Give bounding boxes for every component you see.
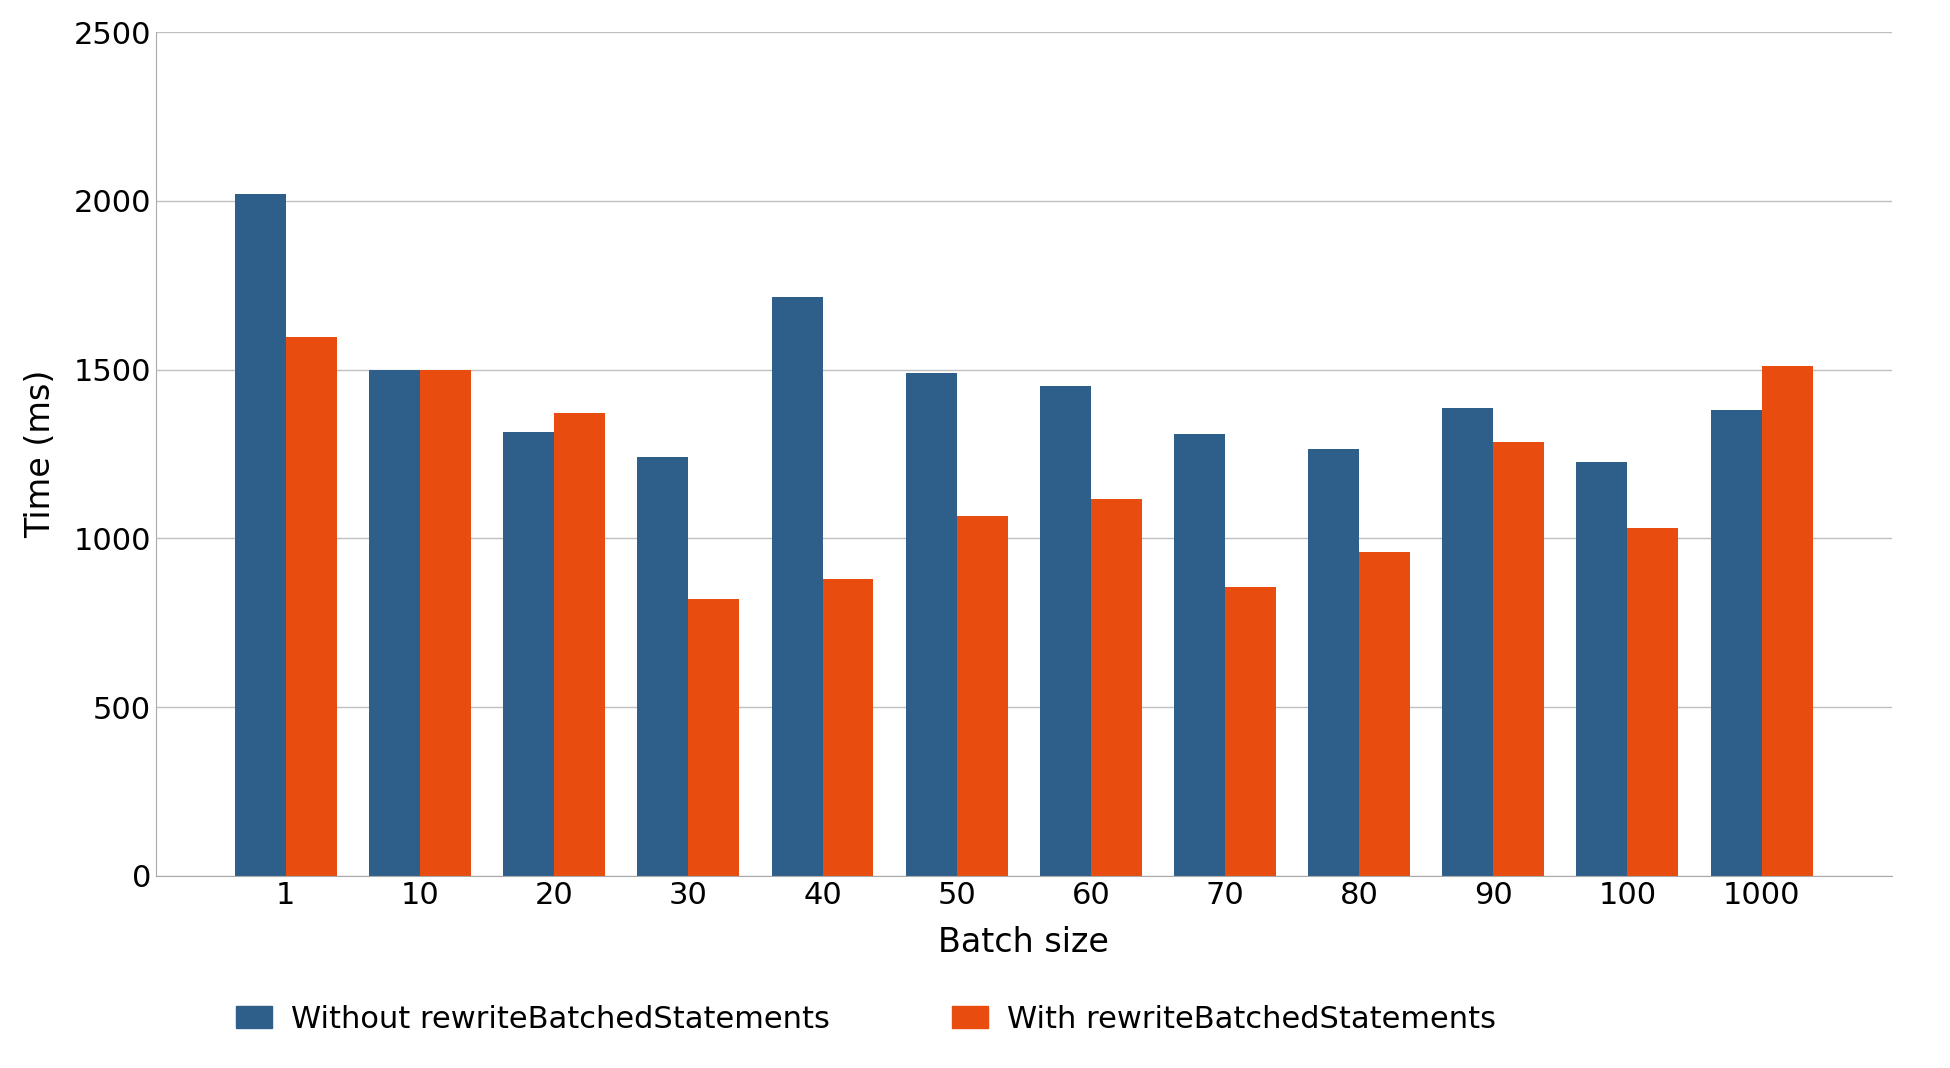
X-axis label: Batch size: Batch size — [938, 926, 1110, 959]
Legend: Without rewriteBatchedStatements, With rewriteBatchedStatements: Without rewriteBatchedStatements, With r… — [224, 992, 1507, 1046]
Bar — [688, 599, 739, 876]
Bar — [1359, 552, 1410, 876]
Bar — [1494, 442, 1544, 876]
Bar — [1443, 408, 1494, 876]
Bar — [957, 516, 1008, 876]
Bar — [1761, 366, 1814, 876]
Bar — [1225, 587, 1275, 876]
Bar — [1090, 500, 1143, 876]
Y-axis label: Time (ms): Time (ms) — [23, 370, 57, 538]
Bar — [638, 457, 688, 876]
Bar — [1039, 387, 1090, 876]
Bar — [823, 579, 874, 876]
Bar — [1174, 434, 1225, 876]
Bar — [905, 373, 957, 876]
Bar — [772, 297, 823, 876]
Bar — [503, 431, 554, 876]
Bar — [1576, 462, 1628, 876]
Bar — [1308, 449, 1359, 876]
Bar — [554, 413, 604, 876]
Bar — [287, 337, 337, 876]
Bar — [1710, 410, 1761, 876]
Bar — [1628, 529, 1679, 876]
Bar — [234, 194, 287, 876]
Bar — [369, 370, 419, 876]
Bar — [419, 370, 472, 876]
